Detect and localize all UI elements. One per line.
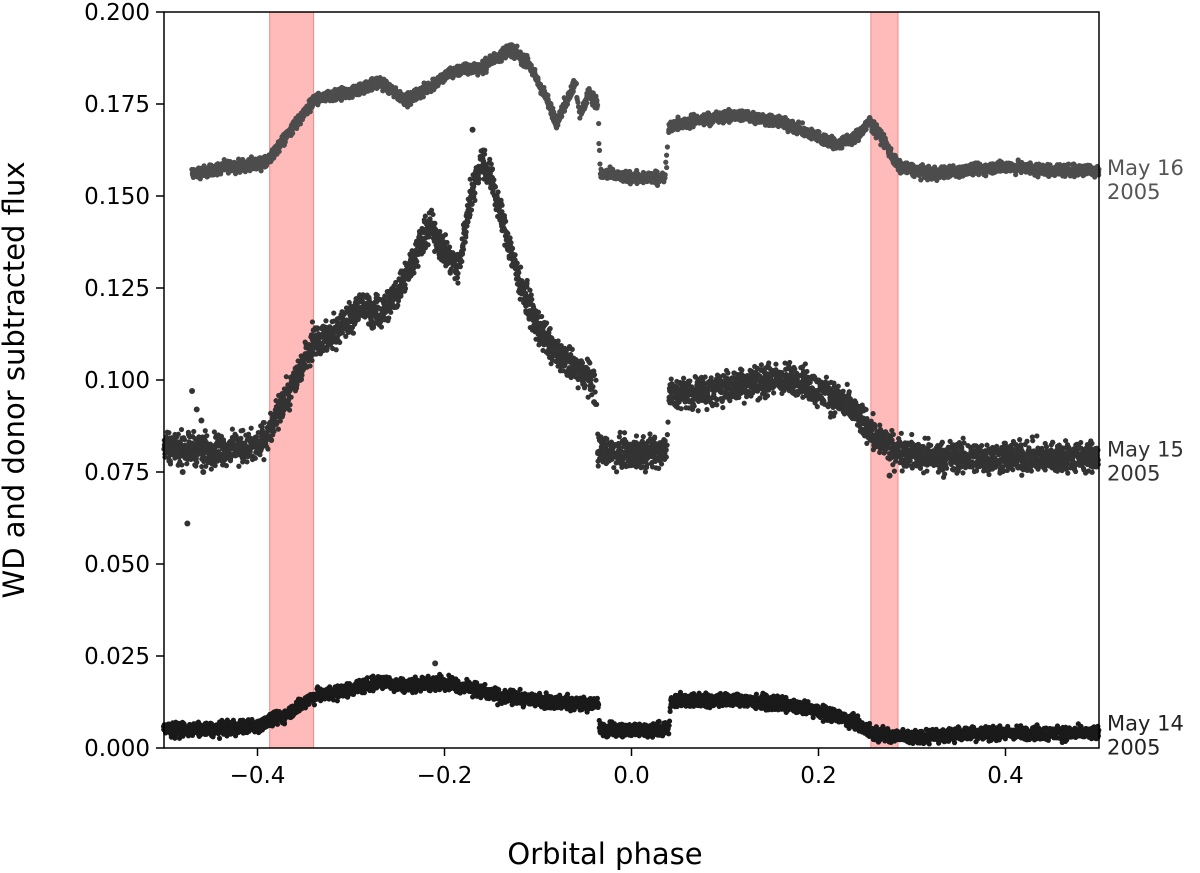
data-point <box>286 407 293 413</box>
data-point <box>331 310 337 316</box>
data-point <box>197 176 203 182</box>
data-point <box>167 458 174 464</box>
data-point <box>664 144 671 150</box>
data-point <box>179 462 185 468</box>
data-point <box>575 99 581 105</box>
data-point <box>265 446 271 452</box>
data-point <box>252 455 258 461</box>
data-point <box>408 101 414 107</box>
data-point <box>287 402 293 408</box>
data-point <box>212 462 218 469</box>
data-point <box>276 148 282 155</box>
data-point <box>887 147 894 153</box>
data-point <box>663 152 670 158</box>
data-point <box>420 94 426 100</box>
data-point <box>244 459 250 465</box>
data-point <box>275 426 281 432</box>
data-point <box>596 120 602 127</box>
data-point <box>258 168 264 174</box>
data-point <box>297 121 304 127</box>
data-point <box>178 426 185 433</box>
data-point <box>181 436 188 443</box>
data-point <box>597 161 603 167</box>
data-point <box>290 130 296 136</box>
data-point <box>288 394 294 400</box>
data-point <box>573 81 579 87</box>
data-point <box>307 363 313 369</box>
data-point <box>337 339 343 346</box>
data-point <box>229 426 236 432</box>
data-point <box>596 140 602 147</box>
data-point <box>309 357 315 364</box>
data-point <box>279 414 285 420</box>
data-point <box>323 318 329 324</box>
data-point <box>664 164 670 171</box>
data-point <box>309 319 316 325</box>
data-point <box>261 420 267 426</box>
data-point <box>166 430 172 436</box>
data-point <box>238 435 244 441</box>
data-point <box>240 427 246 433</box>
data-point <box>594 102 601 108</box>
data-point <box>333 347 339 353</box>
data-point <box>596 147 603 153</box>
data-point <box>191 428 197 435</box>
data-point <box>799 120 806 126</box>
data-point <box>583 100 589 106</box>
series-1-points <box>189 42 1102 188</box>
data-point <box>175 431 181 437</box>
data-point <box>184 461 190 467</box>
data-point <box>236 463 242 469</box>
data-points <box>160 42 1102 747</box>
data-point <box>366 294 372 301</box>
data-point <box>514 43 520 49</box>
data-point <box>663 159 669 165</box>
data-point <box>202 428 208 434</box>
data-point <box>223 463 230 469</box>
data-point <box>204 433 210 439</box>
data-point <box>261 457 267 463</box>
data-point <box>194 459 200 465</box>
data-point <box>248 425 254 431</box>
data-point <box>208 466 214 472</box>
data-point <box>662 172 668 178</box>
data-point <box>661 176 667 183</box>
data-point <box>271 428 277 435</box>
data-point <box>268 437 275 443</box>
